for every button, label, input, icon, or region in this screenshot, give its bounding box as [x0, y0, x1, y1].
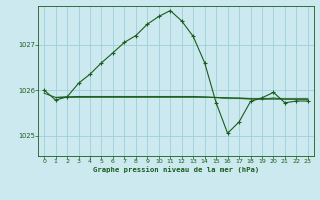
- X-axis label: Graphe pression niveau de la mer (hPa): Graphe pression niveau de la mer (hPa): [93, 167, 259, 173]
